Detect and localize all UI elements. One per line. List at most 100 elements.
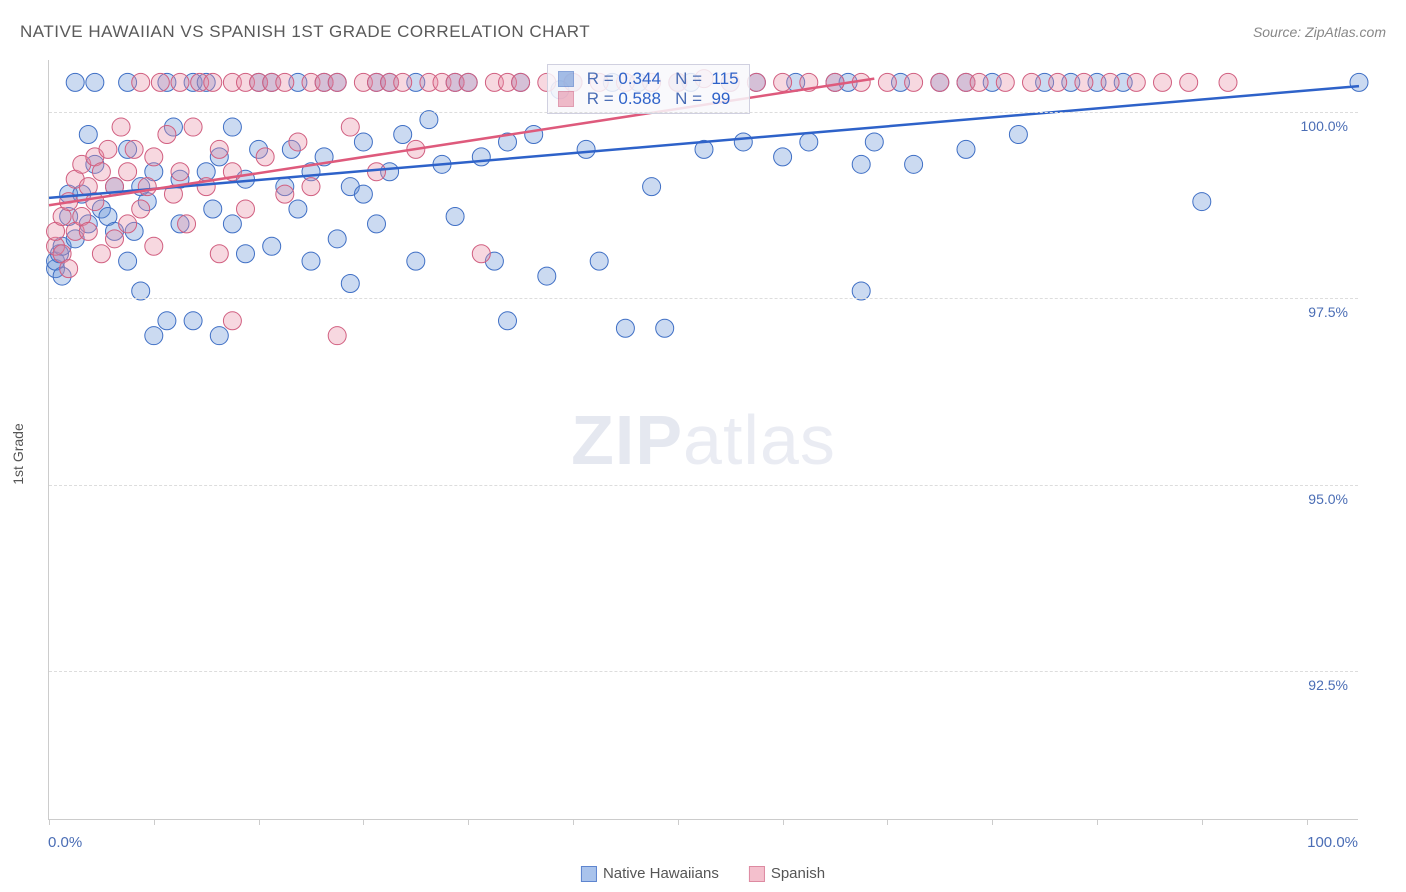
scatter-point xyxy=(204,200,222,218)
scatter-point xyxy=(931,73,949,91)
scatter-point xyxy=(132,200,150,218)
grid-line xyxy=(49,298,1358,299)
scatter-point xyxy=(210,140,228,158)
scatter-point xyxy=(472,148,490,166)
scatter-point xyxy=(1219,73,1237,91)
x-tick xyxy=(154,819,155,825)
scatter-point xyxy=(1009,126,1027,144)
scatter-point xyxy=(112,118,130,136)
scatter-point xyxy=(368,163,386,181)
scatter-point xyxy=(119,252,137,270)
scatter-point xyxy=(256,148,274,166)
scatter-point xyxy=(747,73,765,91)
scatter-point xyxy=(577,140,595,158)
scatter-point xyxy=(119,215,137,233)
scatter-point xyxy=(354,185,372,203)
scatter-point xyxy=(210,327,228,345)
scatter-point xyxy=(184,118,202,136)
scatter-point xyxy=(446,207,464,225)
scatter-point xyxy=(878,73,896,91)
scatter-point xyxy=(86,73,104,91)
x-tick xyxy=(259,819,260,825)
legend-item: Spanish xyxy=(749,865,825,882)
x-tick xyxy=(1097,819,1098,825)
scatter-point xyxy=(60,260,78,278)
x-tick xyxy=(678,819,679,825)
scatter-point xyxy=(1023,73,1041,91)
chart-title: NATIVE HAWAIIAN VS SPANISH 1ST GRADE COR… xyxy=(20,22,590,42)
scatter-point xyxy=(66,73,84,91)
stats-legend-box: R = 0.344 N = 115 R = 0.588 N = 99 xyxy=(547,64,750,114)
x-axis-max-label: 100.0% xyxy=(1307,834,1358,851)
scatter-point xyxy=(276,73,294,91)
scatter-point xyxy=(204,73,222,91)
legend-label: Native Hawaiians xyxy=(603,865,719,882)
scatter-point xyxy=(171,73,189,91)
scatter-point xyxy=(394,126,412,144)
scatter-point xyxy=(407,252,425,270)
scatter-point xyxy=(223,312,241,330)
scatter-point xyxy=(852,282,870,300)
scatter-point xyxy=(158,126,176,144)
scatter-point xyxy=(145,237,163,255)
scatter-point xyxy=(341,275,359,293)
y-tick-label: 92.5% xyxy=(1308,677,1348,693)
stats-row: R = 0.588 N = 99 xyxy=(558,89,739,109)
scatter-point xyxy=(237,200,255,218)
scatter-point xyxy=(125,140,143,158)
grid-line xyxy=(49,112,1358,113)
scatter-point xyxy=(302,178,320,196)
scatter-point xyxy=(774,73,792,91)
scatter-point xyxy=(905,73,923,91)
scatter-point xyxy=(145,327,163,345)
x-tick xyxy=(783,819,784,825)
scatter-point xyxy=(826,73,844,91)
scatter-point xyxy=(643,178,661,196)
scatter-point xyxy=(276,185,294,203)
scatter-point xyxy=(223,215,241,233)
source-attribution: Source: ZipAtlas.com xyxy=(1253,24,1386,40)
scatter-point xyxy=(1193,193,1211,211)
x-tick xyxy=(1202,819,1203,825)
scatter-point xyxy=(590,252,608,270)
scatter-point xyxy=(368,215,386,233)
scatter-point xyxy=(92,163,110,181)
scatter-point xyxy=(328,73,346,91)
scatter-point xyxy=(79,222,97,240)
x-tick xyxy=(573,819,574,825)
scatter-point xyxy=(237,245,255,263)
scatter-point xyxy=(341,118,359,136)
chart-svg xyxy=(49,60,1358,819)
legend-swatch-icon xyxy=(558,71,574,87)
x-tick xyxy=(468,819,469,825)
scatter-point xyxy=(852,155,870,173)
stats-row: R = 0.344 N = 115 xyxy=(558,69,739,89)
x-tick xyxy=(992,819,993,825)
scatter-point xyxy=(289,200,307,218)
stats-text: R = 0.588 N = 99 xyxy=(582,89,730,109)
legend-item: Native Hawaiians xyxy=(581,865,719,882)
grid-line xyxy=(49,671,1358,672)
scatter-point xyxy=(774,148,792,166)
scatter-point xyxy=(865,133,883,151)
legend-swatch-icon xyxy=(581,866,597,882)
scatter-point xyxy=(420,111,438,129)
legend-bottom: Native Hawaiians Spanish xyxy=(581,865,825,882)
scatter-point xyxy=(525,126,543,144)
scatter-point xyxy=(459,73,477,91)
scatter-point xyxy=(132,282,150,300)
x-tick xyxy=(49,819,50,825)
scatter-point xyxy=(132,73,150,91)
scatter-point xyxy=(328,230,346,248)
scatter-point xyxy=(800,133,818,151)
scatter-point xyxy=(1154,73,1172,91)
scatter-point xyxy=(512,73,530,91)
scatter-point xyxy=(472,245,490,263)
scatter-point xyxy=(656,319,674,337)
scatter-point xyxy=(106,230,124,248)
plot-area: ZIPatlas R = 0.344 N = 115 R = 0.588 N =… xyxy=(48,60,1358,820)
grid-line xyxy=(49,485,1358,486)
legend-swatch-icon xyxy=(749,866,765,882)
scatter-point xyxy=(616,319,634,337)
scatter-point xyxy=(328,327,346,345)
